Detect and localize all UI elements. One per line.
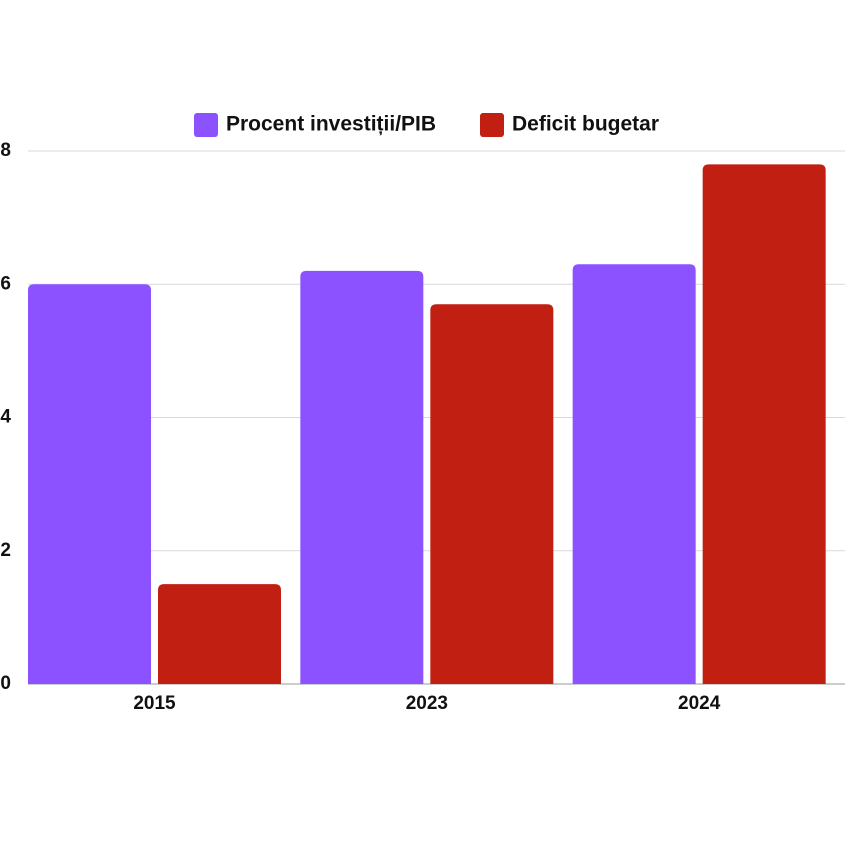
legend-swatch (480, 113, 504, 137)
y-tick-label: 8 (0, 140, 11, 161)
y-tick-label: 0 (0, 673, 11, 694)
x-tick-label: 2015 (133, 693, 176, 714)
legend-label: Procent investiții/PIB (226, 113, 436, 136)
bar (158, 584, 281, 684)
bar (572, 264, 696, 684)
bar (300, 270, 424, 684)
y-tick-label: 6 (0, 273, 11, 294)
x-tick-label: 2024 (678, 693, 721, 714)
legend-swatch (194, 113, 218, 137)
legend-label: Deficit bugetar (512, 113, 659, 136)
bar (430, 304, 554, 684)
y-tick-label: 4 (0, 407, 11, 428)
bar (702, 164, 826, 684)
bar (28, 284, 151, 684)
y-tick-label: 2 (0, 540, 11, 561)
x-tick-label: 2023 (406, 693, 448, 714)
